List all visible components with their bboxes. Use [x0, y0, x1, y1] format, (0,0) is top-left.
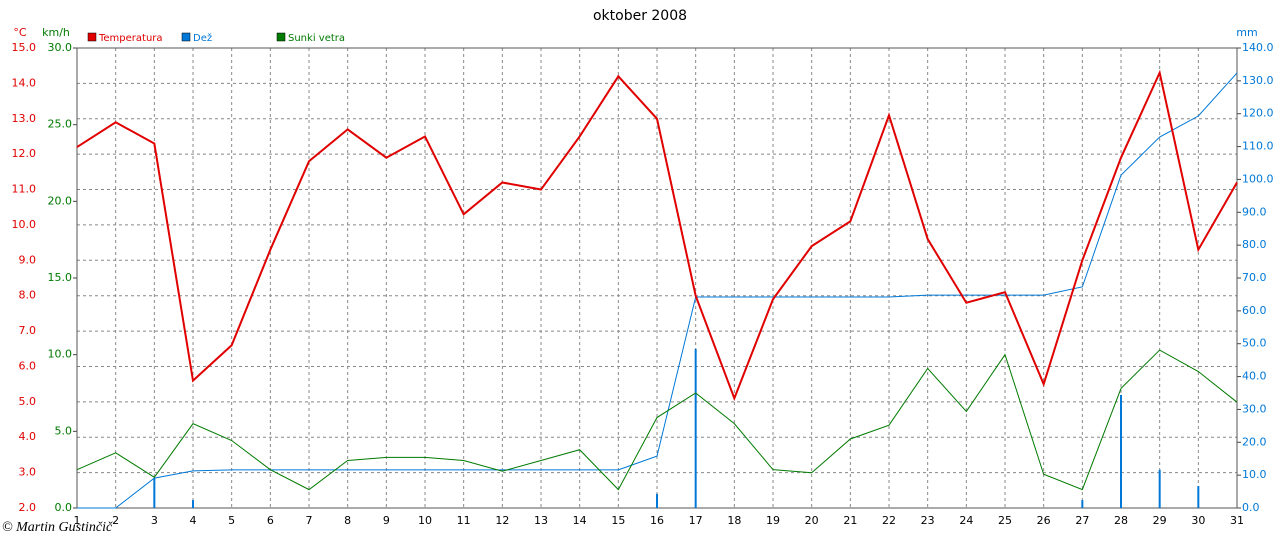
x-tick-label: 6	[267, 514, 274, 527]
y3-tick-label: 120.0	[1242, 107, 1274, 120]
x-tick-label: 29	[1153, 514, 1167, 527]
x-tick-label: 25	[998, 514, 1012, 527]
y-tick-label: 11.0	[12, 183, 37, 196]
y3-tick-label: 130.0	[1242, 74, 1274, 87]
y3-tick-label: 0.0	[1242, 501, 1260, 514]
y-tick-label: 6.0	[19, 359, 37, 372]
x-tick-label: 1	[74, 514, 81, 527]
y2-tick-label: 0.0	[55, 501, 73, 514]
legend-label: Temperatura	[98, 33, 163, 44]
y-tick-label: 14.0	[12, 76, 37, 89]
y3-unit: mm	[1236, 26, 1257, 39]
y-tick-label: 4.0	[19, 430, 37, 443]
y2-tick-label: 5.0	[55, 424, 73, 437]
y-tick-label: 10.0	[12, 218, 37, 231]
y2-tick-label: 15.0	[48, 271, 73, 284]
x-tick-label: 24	[959, 514, 973, 527]
y3-tick-label: 50.0	[1242, 337, 1267, 350]
y3-tick-label: 40.0	[1242, 370, 1267, 383]
rain-bar	[192, 500, 194, 508]
x-tick-label: 28	[1114, 514, 1128, 527]
footer: © Martin Gustinčič	[2, 520, 113, 535]
x-tick-label: 18	[727, 514, 741, 527]
legend-label: Dež	[193, 32, 212, 44]
rain-bar	[153, 478, 156, 508]
x-tick-label: 2	[112, 514, 119, 527]
x-tick-label: 11	[457, 514, 471, 527]
rain-bar	[656, 493, 658, 508]
y2-tick-label: 30.0	[48, 41, 73, 54]
x-tick-label: 10	[418, 514, 432, 527]
x-tick-label: 26	[1037, 514, 1051, 527]
y2-unit: km/h	[42, 26, 70, 39]
x-tick-label: 21	[843, 514, 857, 527]
y-tick-label: 9.0	[19, 253, 37, 266]
series-line	[76, 349, 1238, 491]
y2-tick-label: 25.0	[48, 118, 73, 131]
y-tick-label: 2.0	[19, 501, 37, 514]
y3-tick-label: 70.0	[1242, 271, 1267, 284]
x-tick-label: 8	[344, 514, 351, 527]
y-tick-label: 13.0	[12, 112, 37, 125]
x-tick-label: 27	[1075, 514, 1089, 527]
rain-bar	[694, 348, 697, 508]
x-tick-label: 3	[151, 514, 158, 527]
x-tick-label: 17	[689, 514, 703, 527]
x-tick-label: 31	[1230, 514, 1244, 527]
x-tick-label: 12	[495, 514, 509, 527]
x-tick-label: 30	[1191, 514, 1205, 527]
y-tick-label: 12.0	[12, 147, 37, 160]
chart-title: oktober 2008	[593, 8, 687, 24]
x-tick-label: 9	[383, 514, 390, 527]
x-tick-label: 4	[190, 514, 197, 527]
y-tick-label: 7.0	[19, 324, 37, 337]
y3-tick-label: 80.0	[1242, 238, 1267, 251]
rain-bar	[1158, 469, 1161, 508]
legend-label: Sunki vetra	[288, 33, 345, 44]
x-tick-label: 5	[228, 514, 235, 527]
x-tick-label: 16	[650, 514, 664, 527]
rain-bar	[1197, 485, 1200, 508]
x-tick-label: 23	[921, 514, 935, 527]
y3-tick-label: 140.0	[1242, 41, 1274, 54]
y-tick-label: 5.0	[19, 395, 37, 408]
y3-tick-label: 110.0	[1242, 140, 1274, 153]
legend-swatch	[87, 32, 97, 42]
series-line	[76, 69, 1238, 402]
y3-tick-label: 30.0	[1242, 402, 1267, 415]
rain-bar	[1081, 500, 1084, 508]
x-tick-label: 7	[306, 514, 313, 527]
y3-tick-label: 60.0	[1242, 304, 1267, 317]
x-tick-label: 19	[766, 514, 780, 527]
y3-tick-label: 90.0	[1242, 205, 1267, 218]
y-tick-label: 3.0	[19, 466, 37, 479]
x-tick-label: 20	[805, 514, 819, 527]
y3-tick-label: 100.0	[1242, 172, 1274, 185]
x-tick-label: 13	[534, 514, 548, 527]
x-tick-label: 22	[882, 514, 896, 527]
legend-swatch	[276, 32, 286, 42]
y-tick-label: 15.0	[12, 41, 37, 54]
rain-bar	[1120, 394, 1122, 508]
legend-swatch	[181, 32, 191, 42]
y-tick-label: 8.0	[19, 289, 37, 302]
x-tick-label: 15	[611, 514, 625, 527]
y2-tick-label: 10.0	[48, 348, 73, 361]
y3-tick-label: 10.0	[1242, 468, 1267, 481]
y3-tick-label: 20.0	[1242, 435, 1267, 448]
y2-tick-label: 20.0	[48, 194, 73, 207]
y-unit: °C	[13, 26, 27, 39]
x-tick-label: 14	[573, 514, 587, 527]
